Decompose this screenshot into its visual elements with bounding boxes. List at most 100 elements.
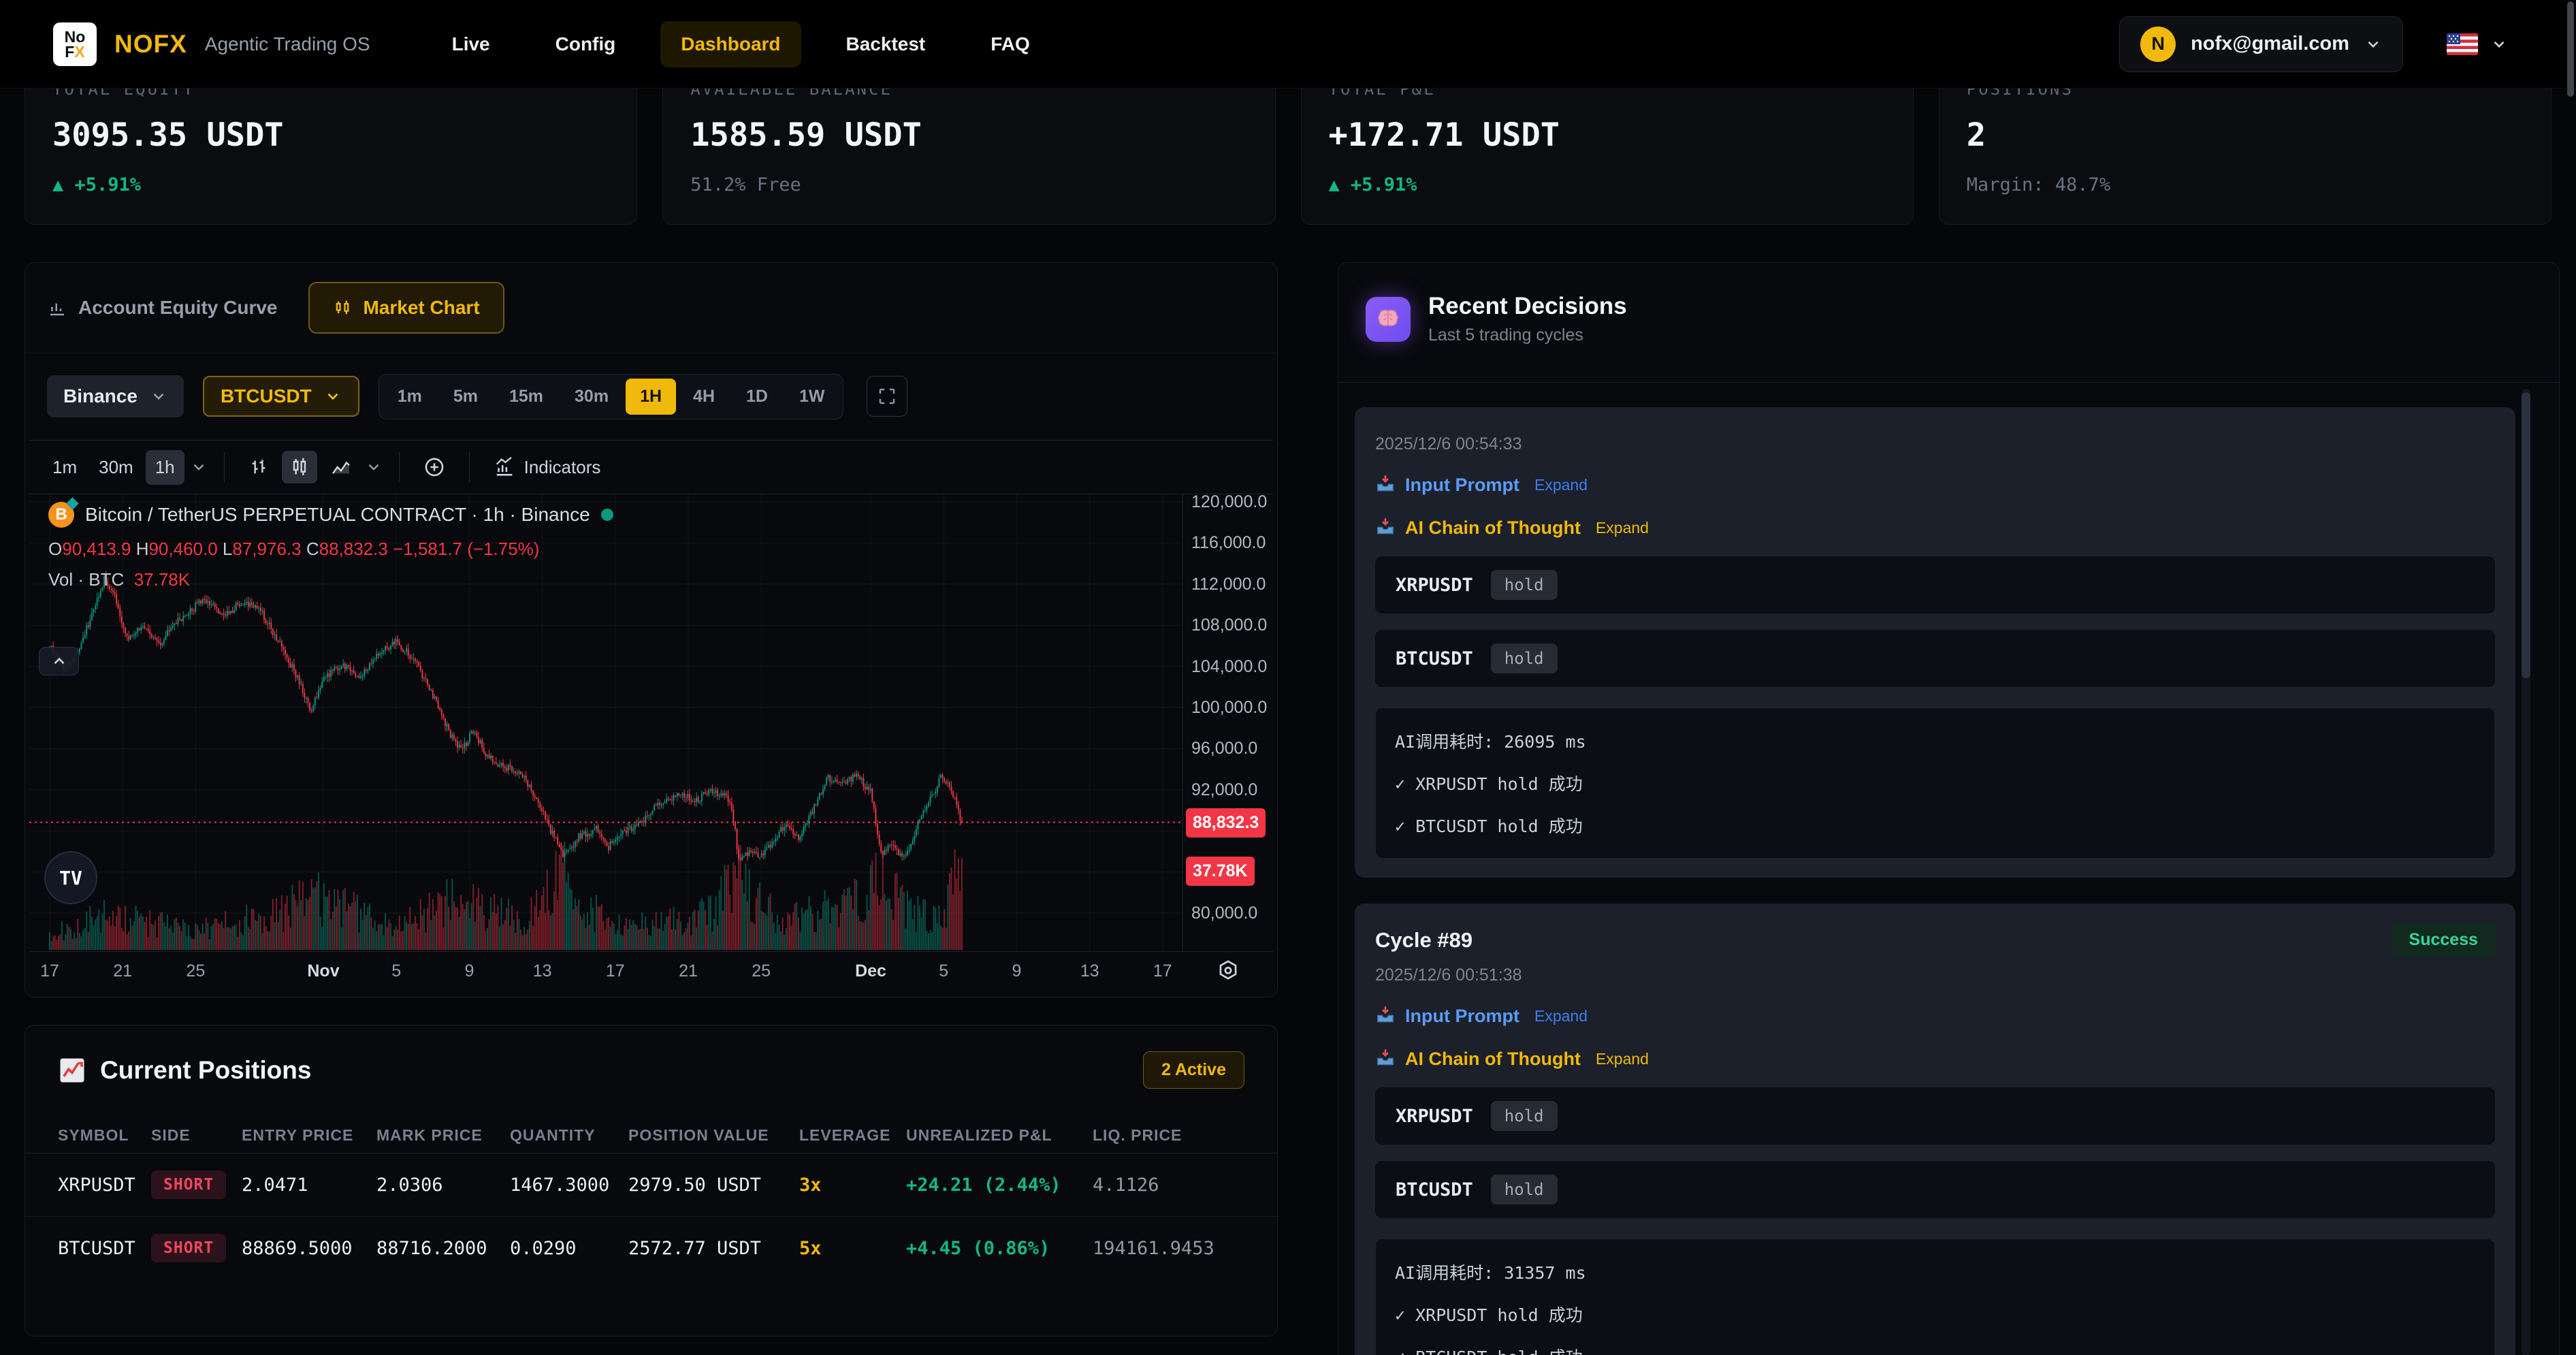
column-header: ENTRY PRICE bbox=[242, 1126, 354, 1144]
price-tick: 80,000.0 bbox=[1191, 904, 1258, 923]
timeframe-30m[interactable]: 30m bbox=[575, 386, 609, 406]
chain-of-thought-expand-link[interactable]: Expand bbox=[1595, 1050, 1649, 1068]
execution-stats-box: AI调用耗时: 31357 ms ✓ XRPUSDT hold 成功 ✓ BTCUS… bbox=[1375, 1239, 2495, 1355]
time-axis[interactable]: 17 21 25 Nov 5 9 13 17 21 25 Dec 5 9 13 17 bbox=[29, 951, 1183, 990]
nav-item-config[interactable]: Config bbox=[555, 33, 616, 54]
nav-item-live[interactable]: Live bbox=[451, 33, 490, 54]
settings-hexagon-icon[interactable] bbox=[1215, 958, 1241, 984]
tv-interval-30m[interactable]: 30m bbox=[99, 456, 133, 477]
divider bbox=[223, 452, 225, 482]
area-style-icon[interactable] bbox=[323, 451, 359, 483]
decision-action-badge: hold bbox=[1490, 570, 1558, 600]
price-tick: 112,000.0 bbox=[1191, 574, 1266, 594]
nav-item-dashboard[interactable]: Dashboard bbox=[660, 20, 801, 67]
input-prompt-expand-link[interactable]: Expand bbox=[1534, 1007, 1588, 1025]
time-tick: 21 bbox=[113, 961, 133, 981]
side-badge: SHORT bbox=[151, 1170, 227, 1199]
column-header: LEVERAGE bbox=[799, 1126, 891, 1144]
chart-increasing-icon bbox=[60, 1058, 84, 1082]
decisions-list[interactable]: 2025/12/6 00:54:33 Input Prompt Expand AI C… bbox=[1355, 383, 2515, 1355]
chart-card: Account Equity Curve Market Chart Binanc… bbox=[25, 262, 1278, 998]
compare-icon[interactable] bbox=[416, 450, 453, 484]
cell-unrealized-pnl: +24.21 (2.44%) bbox=[906, 1174, 1061, 1196]
tradingview-logo[interactable]: TV bbox=[44, 851, 97, 904]
decisions-subtitle: Last 5 trading cycles bbox=[1428, 325, 1583, 345]
cell-liq-price: 194161.9453 bbox=[1093, 1237, 1214, 1259]
symbol-dropdown[interactable]: BTCUSDT bbox=[202, 376, 359, 417]
nav-item-faq[interactable]: FAQ bbox=[991, 33, 1030, 54]
time-tick: 5 bbox=[939, 961, 949, 981]
timeframe-15m[interactable]: 15m bbox=[509, 386, 544, 406]
status-badge: Success bbox=[2392, 923, 2495, 957]
fullscreen-button[interactable] bbox=[867, 376, 908, 417]
bar-style-icon[interactable] bbox=[241, 451, 276, 483]
decision-action-badge: hold bbox=[1490, 1175, 1558, 1205]
collapse-pane-button[interactable] bbox=[39, 647, 79, 675]
divider bbox=[398, 452, 400, 482]
chevron-down-icon bbox=[327, 393, 338, 400]
tradingview-widget: 1m 30m 1h I bbox=[29, 440, 1273, 990]
recent-decisions-card: Recent Decisions Last 5 trading cycles 2… bbox=[1338, 262, 2560, 1355]
tab-account-equity-curve[interactable]: Account Equity Curve bbox=[47, 297, 277, 319]
decision-row-xrpusdt[interactable]: XRPUSDT hold bbox=[1375, 1087, 2495, 1145]
price-chart[interactable]: B Bitcoin / TetherUS PERPETUAL CONTRACT … bbox=[29, 494, 1183, 952]
price-tick: 96,000.0 bbox=[1191, 739, 1258, 759]
chart-legend: B Bitcoin / TetherUS PERPETUAL CONTRACT … bbox=[48, 502, 613, 590]
position-row-btcusdt[interactable]: BTCUSDT SHORT 88869.5000 88716.2000 0.0290 25… bbox=[25, 1217, 1277, 1279]
cell-side: SHORT bbox=[151, 1170, 242, 1199]
timeframe-5m[interactable]: 5m bbox=[453, 386, 478, 406]
cell-leverage: 3x bbox=[799, 1174, 822, 1196]
decision-row-xrpusdt[interactable]: XRPUSDT hold bbox=[1375, 556, 2495, 613]
us-flag-icon bbox=[2447, 33, 2478, 55]
bitcoin-icon: B bbox=[48, 502, 74, 528]
side-badge: SHORT bbox=[151, 1234, 227, 1262]
inbox-tray-icon bbox=[1375, 516, 1396, 540]
cycle-card-89[interactable]: Cycle #89 Success 2025/12/6 00:51:38 Input … bbox=[1355, 904, 2515, 1355]
browser-scrollbar[interactable] bbox=[2567, 1, 2574, 97]
timeframe-1m[interactable]: 1m bbox=[397, 386, 422, 406]
nofx-logo[interactable]: No FX bbox=[53, 22, 97, 66]
positions-table-header: SYMBOL SIDE ENTRY PRICE MARK PRICE QUANTITY P… bbox=[25, 1117, 1277, 1153]
stat-delta: ▲ +5.91% bbox=[1328, 174, 1417, 195]
tv-interval-1h[interactable]: 1h bbox=[145, 449, 184, 485]
chevron-down-icon[interactable] bbox=[190, 458, 208, 476]
cell-symbol: XRPUSDT bbox=[58, 1174, 135, 1196]
timeframe-1h[interactable]: 1H bbox=[626, 378, 677, 415]
decision-symbol: BTCUSDT bbox=[1396, 648, 1473, 669]
nav-menu: Live Config Dashboard Backtest FAQ bbox=[432, 20, 1050, 67]
price-tick: 108,000.0 bbox=[1191, 616, 1268, 635]
execution-stat-line: AI调用耗时: 31357 ms bbox=[1395, 1263, 1586, 1283]
cell-quantity: 1467.3000 bbox=[510, 1174, 610, 1196]
tv-interval-1m[interactable]: 1m bbox=[52, 456, 78, 477]
chain-of-thought-expand-link[interactable]: Expand bbox=[1595, 519, 1649, 537]
stat-value: 3095.35 USDT bbox=[52, 116, 284, 154]
decision-row-btcusdt[interactable]: BTCUSDT hold bbox=[1375, 630, 2495, 687]
active-positions-badge: 2 Active bbox=[1143, 1051, 1244, 1089]
decision-row-btcusdt[interactable]: BTCUSDT hold bbox=[1375, 1161, 2495, 1218]
timeframe-1w[interactable]: 1W bbox=[799, 386, 825, 406]
chevron-down-icon bbox=[2368, 41, 2379, 48]
decisions-title: Recent Decisions bbox=[1428, 293, 1627, 319]
exchange-dropdown[interactable]: Binance bbox=[47, 375, 184, 417]
timeframe-4h[interactable]: 4H bbox=[693, 386, 715, 406]
decisions-scrollbar-thumb[interactable] bbox=[2522, 392, 2530, 678]
language-selector[interactable] bbox=[2447, 33, 2508, 55]
chain-of-thought-label: AI Chain of Thought bbox=[1405, 517, 1581, 538]
chevron-down-icon[interactable] bbox=[365, 458, 383, 476]
execution-stat-line: ✓ BTCUSDT hold 成功 bbox=[1395, 1344, 2475, 1355]
legend-symbol-title[interactable]: Bitcoin / TetherUS PERPETUAL CONTRACT · … bbox=[85, 504, 590, 525]
brand-name: NOFX bbox=[114, 29, 187, 58]
cycle-card[interactable]: 2025/12/6 00:54:33 Input Prompt Expand AI C… bbox=[1355, 407, 2515, 878]
price-axis[interactable]: 120,000.0 116,000.0 112,000.0 108,000.0 104,… bbox=[1182, 492, 1273, 952]
user-menu[interactable]: N nofx@gmail.com bbox=[2119, 16, 2403, 72]
timeframe-1d[interactable]: 1D bbox=[746, 386, 768, 406]
input-prompt-expand-link[interactable]: Expand bbox=[1534, 476, 1588, 494]
current-positions-card: Current Positions 2 Active SYMBOL SIDE ENT… bbox=[25, 1025, 1278, 1337]
stat-card-total-equity: TOTAL EQUITY 3095.35 USDT ▲ +5.91% bbox=[25, 57, 638, 225]
position-row-xrpusdt[interactable]: XRPUSDT SHORT 2.0471 2.0306 1467.3000 2979.50… bbox=[25, 1153, 1277, 1217]
nav-item-backtest[interactable]: Backtest bbox=[846, 33, 926, 54]
candle-style-icon[interactable] bbox=[281, 451, 317, 483]
tab-market-chart[interactable]: Market Chart bbox=[308, 282, 504, 334]
indicators-button[interactable]: Indicators bbox=[486, 450, 608, 484]
